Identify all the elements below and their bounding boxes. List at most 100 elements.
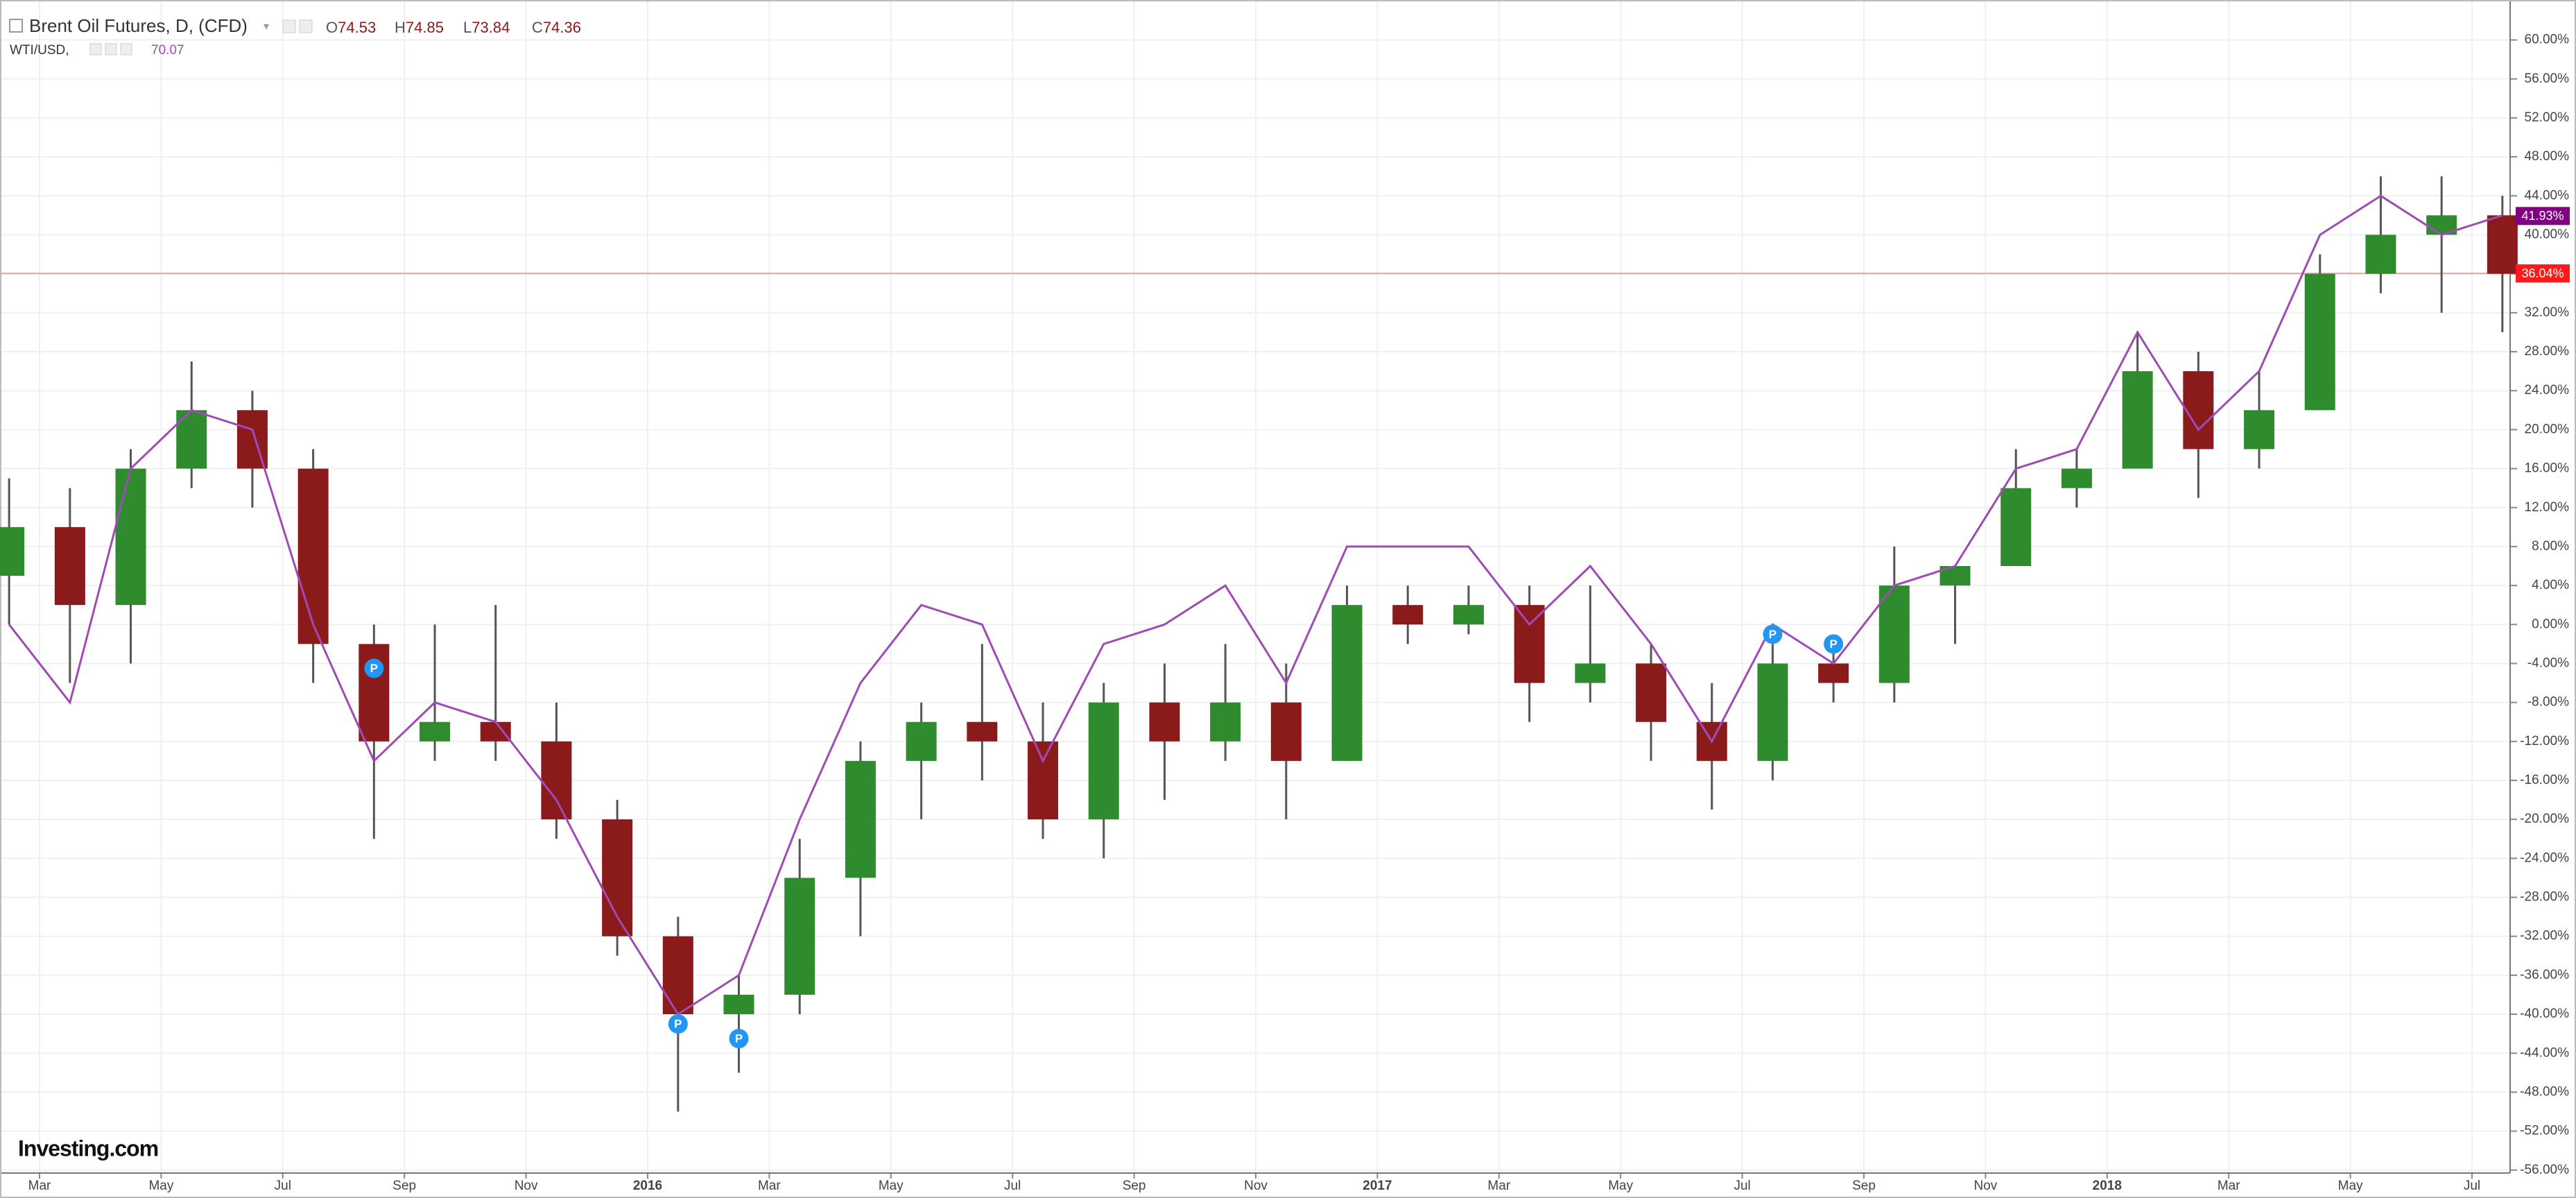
candle-body [2365,234,2396,274]
ohlc-value: 74.53 [338,19,376,36]
ohlc-value: 74.36 [543,19,581,36]
y-tick-label: -56.00% [2520,1163,2569,1177]
x-tick-label: Mar [28,1179,51,1193]
candle-body [662,936,693,1015]
ohlc-key: C [532,19,543,36]
y-tick-label: -4.00% [2527,656,2569,670]
icon [120,43,132,55]
y-tick-label: -36.00% [2520,968,2569,982]
x-tick-label: Jul [2464,1179,2480,1193]
candle-body [723,994,754,1015]
y-tick-label: 40.00% [2525,227,2570,241]
x-tick-label: Nov [1244,1179,1268,1193]
compare-value: 70.07 [151,43,184,58]
candle-body [1453,605,1484,625]
y-tick-label: -24.00% [2520,850,2569,865]
candle-body [1149,702,1180,742]
event-label: P [674,1018,682,1031]
x-tick-label: Nov [1974,1179,1998,1193]
last-value-badge [2516,207,2570,225]
last-value-label: 36.04% [2521,266,2564,280]
x-tick-label: 2016 [633,1179,662,1193]
y-tick-label: 48.00% [2525,149,2570,164]
legend: Brent Oil Futures, D, (CFD) ▾ O74.53 H74.85… [9,15,581,58]
candle-body [1331,605,1363,761]
candle-body [2000,488,2032,567]
event-marker [668,1014,688,1034]
candle-body [358,644,390,742]
dropdown-arrow: ▾ [263,21,269,33]
candle-body [906,721,937,761]
candle-body [2304,273,2335,411]
y-tick-label: 4.00% [2532,578,2569,592]
candle-body [236,410,268,469]
x-tick-label: 2018 [2093,1179,2122,1193]
event-label: P [735,1032,743,1045]
icon [105,43,117,55]
candle-body [967,721,998,742]
ohlc-key: O [326,19,338,36]
y-tick-label: -52.00% [2520,1124,2569,1138]
y-tick-label: 24.00% [2525,383,2570,397]
y-tick-label: 28.00% [2525,344,2570,359]
x-tick-label: Sep [392,1179,416,1193]
y-tick-label: -20.00% [2520,812,2569,826]
y-tick-label: 60.00% [2525,33,2570,47]
y-tick-label: -12.00% [2520,734,2569,748]
y-tick-label: 0.00% [2532,617,2569,631]
y-tick-label: 44.00% [2525,188,2570,203]
ohlc-item: H74.85 [395,19,444,36]
candle-body [1514,605,1545,683]
candle-body [2061,468,2092,488]
candle-body [420,721,451,742]
logo: Investing.com [18,1136,158,1161]
y-tick-label: 56.00% [2525,71,2570,86]
last-value-badge [2516,264,2570,283]
collapse-icon [9,19,23,33]
x-tick-label: Jul [275,1179,291,1193]
candle-body [1088,702,1119,820]
y-tick-label: -32.00% [2520,929,2569,943]
candle-body [2244,410,2275,450]
ohlc-key: H [395,19,406,36]
candle-body [845,760,876,878]
y-tick-label: -40.00% [2520,1007,2569,1021]
x-tick-label: May [879,1179,904,1193]
icon [299,19,313,33]
y-tick-label: 12.00% [2525,500,2570,515]
ohlc-value: 73.84 [472,19,510,36]
compare-symbol: WTI/USD, [10,43,69,58]
candle-body [115,468,146,606]
candle-body [176,410,207,469]
y-tick-label: 32.00% [2525,305,2570,320]
x-tick-label: May [2338,1179,2363,1193]
candle-body [2183,371,2214,450]
candle-body [1878,585,1910,683]
candle-body [480,721,511,742]
x-tick-label: Sep [1852,1179,1876,1193]
y-tick-label: 8.00% [2532,539,2569,554]
candle-body [541,741,572,820]
x-tick-label: Jul [1734,1179,1750,1193]
candle-body [54,527,85,606]
candle-body [2487,215,2518,274]
candle-body [0,527,25,576]
candle-body [1210,702,1241,742]
ohlc-key: L [463,19,472,36]
y-tick-label: 52.00% [2525,110,2570,125]
event-marker [1824,634,1844,654]
x-tick-label: Mar [2218,1179,2240,1193]
event-marker [729,1029,749,1049]
last-value-label: 41.93% [2521,209,2564,223]
symbol-title: Brent Oil Futures, D, (CFD) [29,15,248,36]
x-tick-label: Jul [1004,1179,1021,1193]
event-marker [1763,624,1783,644]
candle-body [1392,605,1424,625]
x-tick-label: Sep [1123,1179,1146,1193]
event-label: P [370,662,378,675]
candle-body [2122,371,2153,469]
